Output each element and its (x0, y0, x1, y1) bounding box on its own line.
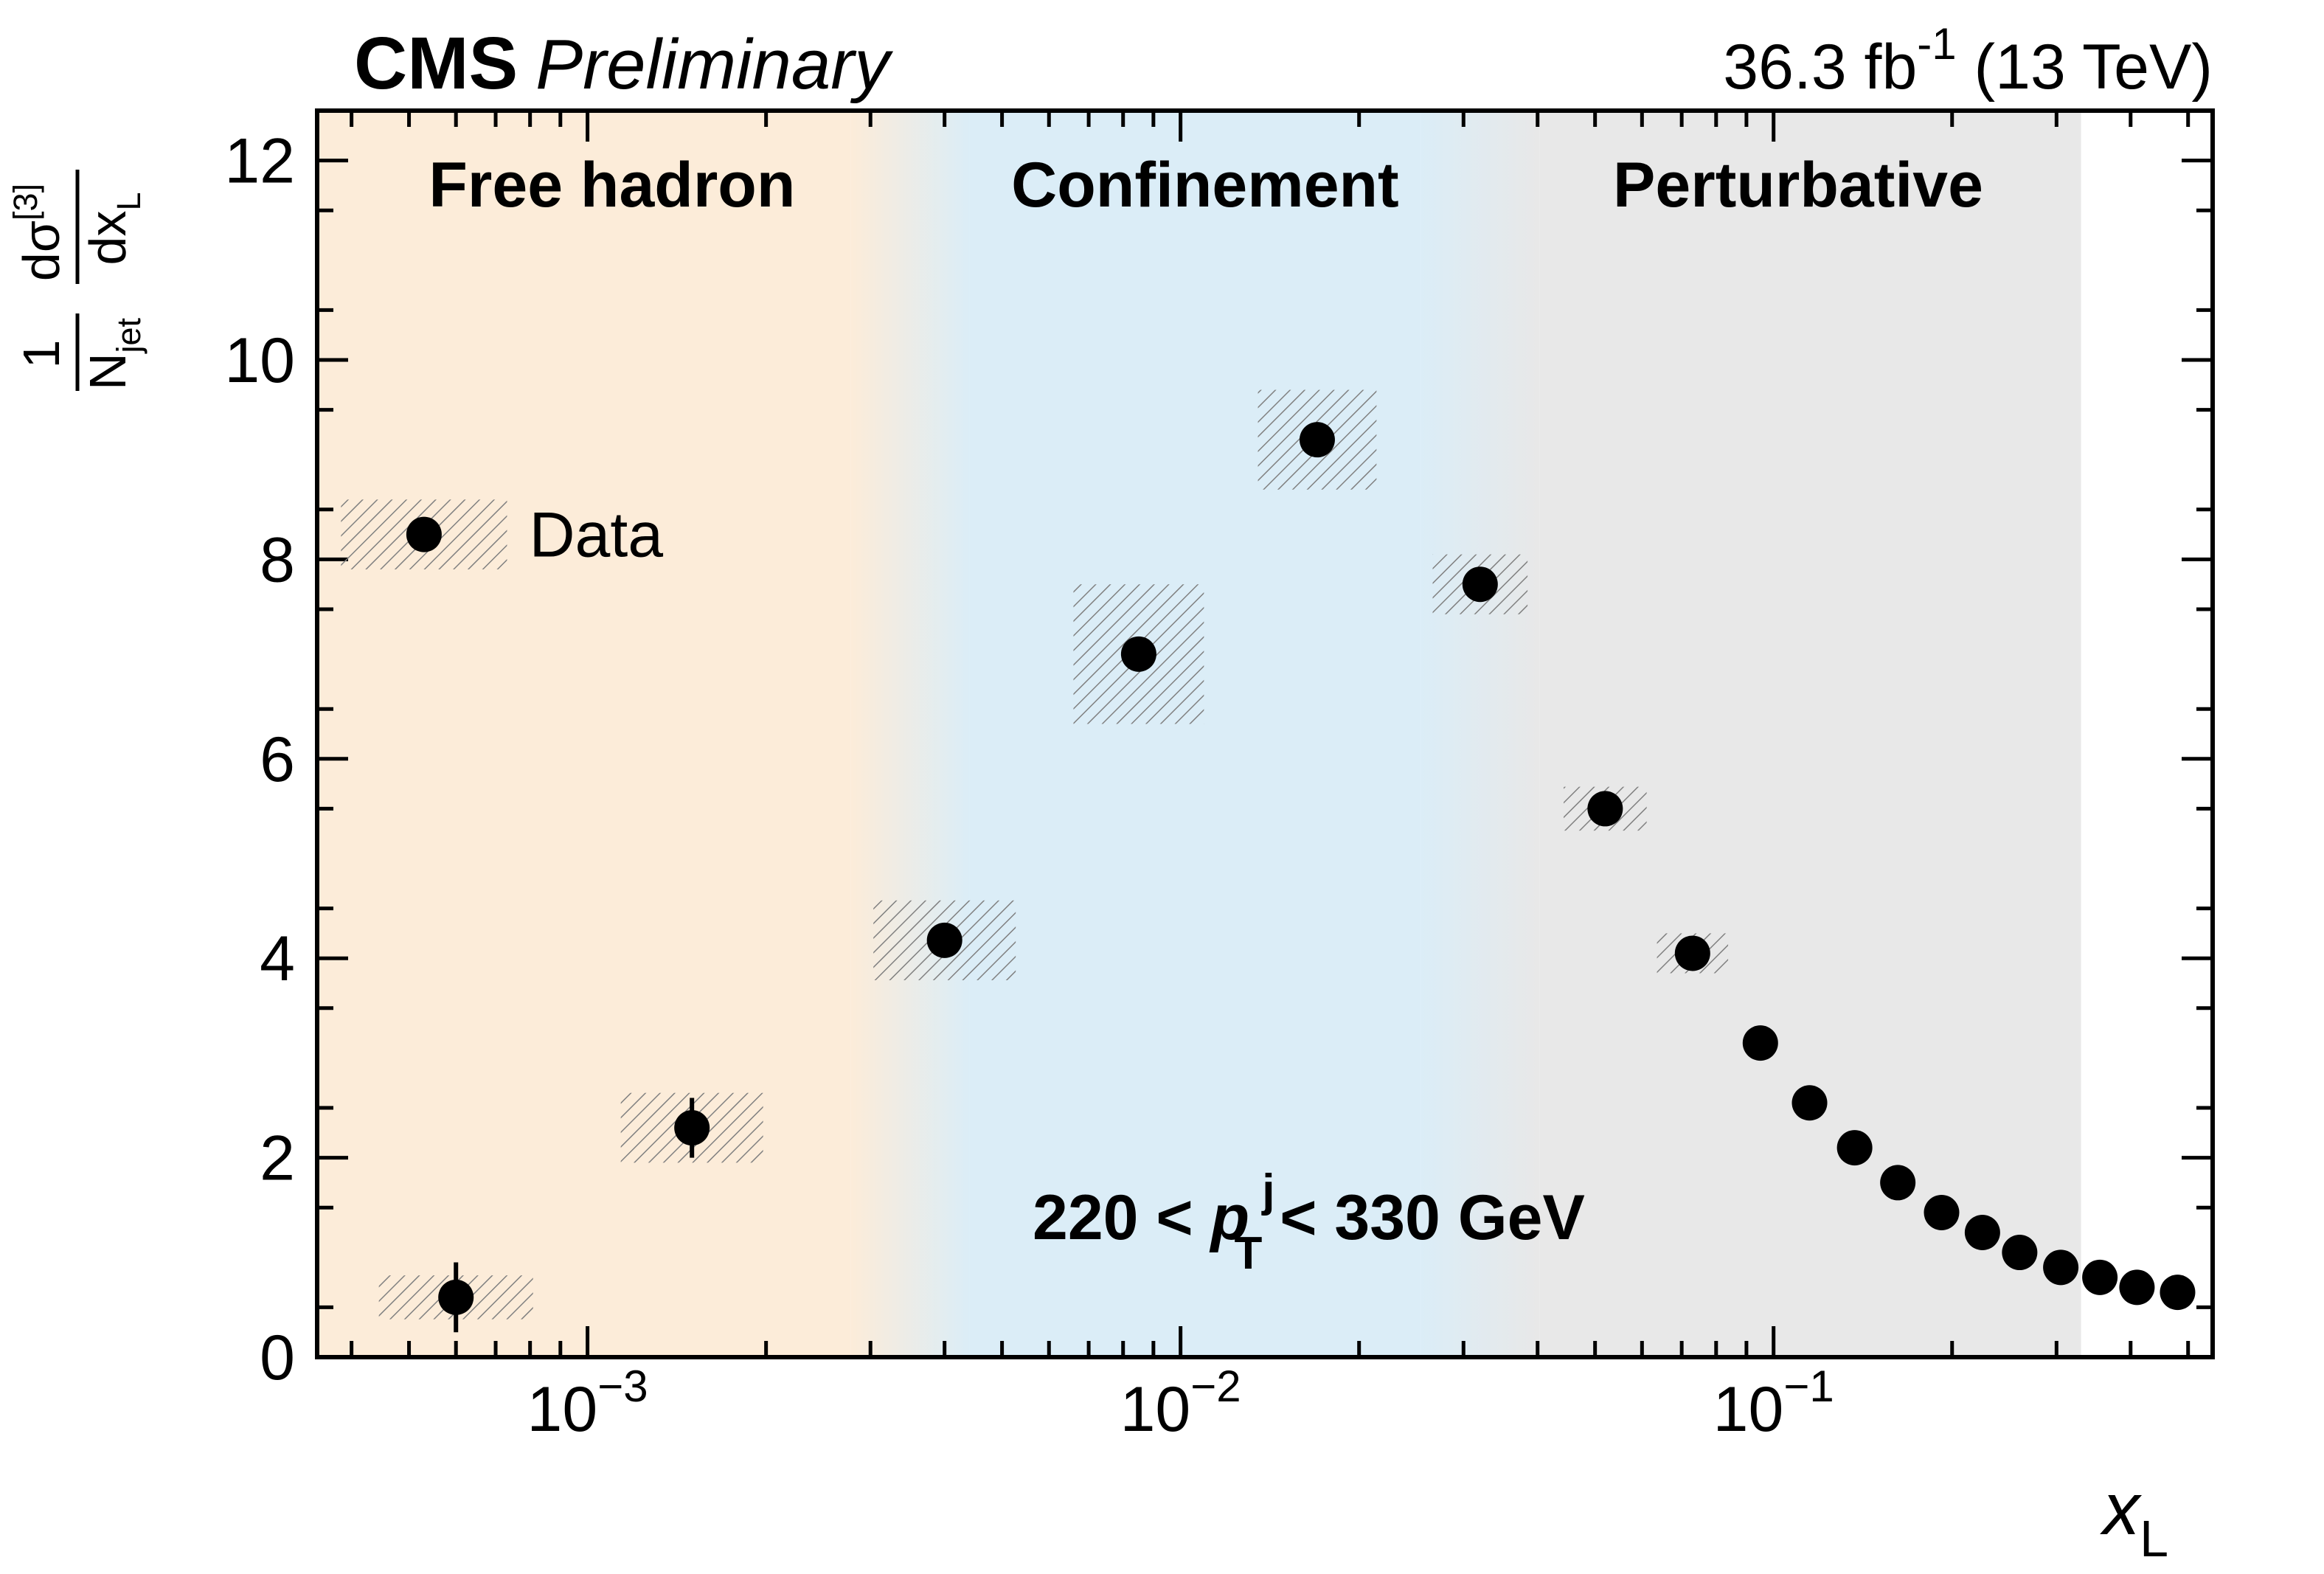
data-point (1121, 637, 1156, 672)
svg-text:8: 8 (260, 524, 295, 595)
svg-text:dσ[3]: dσ[3] (7, 184, 70, 281)
region-confinement: Confinement (1011, 150, 1399, 221)
data-point (1675, 935, 1710, 971)
data-point (1463, 566, 1498, 602)
svg-text:2: 2 (260, 1123, 295, 1194)
svg-text:Njet: Njet (79, 317, 148, 390)
region-free-hadron: Free hadron (429, 150, 795, 221)
data-point (2043, 1249, 2078, 1285)
data-point (674, 1110, 710, 1145)
data-point (2082, 1260, 2117, 1295)
data-point (1587, 791, 1623, 826)
data-point (406, 517, 442, 552)
legend-data-label: Data (529, 500, 663, 571)
eec-chart: 10−3 10−2 10−1 0 2 4 6 8 10 12 Data Free hadron Conf… (0, 0, 2324, 1574)
svg-text:10−2: 10−2 (1120, 1362, 1241, 1445)
svg-text:dxL: dxL (79, 193, 148, 266)
data-point (1965, 1215, 2000, 1250)
x-axis-title: xL (2100, 1468, 2168, 1567)
data-point (1837, 1130, 1873, 1165)
svg-text:6: 6 (260, 724, 295, 795)
svg-text:0: 0 (260, 1322, 295, 1393)
data-point (1880, 1165, 1915, 1200)
data-point (2002, 1235, 2037, 1270)
data-point (438, 1280, 474, 1315)
header-left: CMS Preliminary (354, 22, 893, 105)
region-perturbative: Perturbative (1613, 150, 1983, 221)
svg-text:10−3: 10−3 (527, 1362, 648, 1445)
data-point (927, 923, 962, 958)
y-axis-title: 1 Njetdσ[3]dxL (7, 170, 148, 391)
header-right: 36.3 fb-1 (13 TeV) (1723, 19, 2213, 103)
data-point (1792, 1085, 1828, 1120)
svg-text:4: 4 (260, 923, 295, 994)
data-point (2119, 1269, 2154, 1305)
data-point (1300, 422, 1335, 457)
svg-text:10: 10 (224, 325, 295, 396)
data-point (2160, 1275, 2195, 1310)
data-point (1924, 1195, 1959, 1230)
svg-text:1: 1 (13, 340, 70, 369)
svg-text:10−1: 10−1 (1713, 1362, 1834, 1445)
svg-text:12: 12 (224, 126, 295, 197)
data-point (1743, 1025, 1778, 1061)
